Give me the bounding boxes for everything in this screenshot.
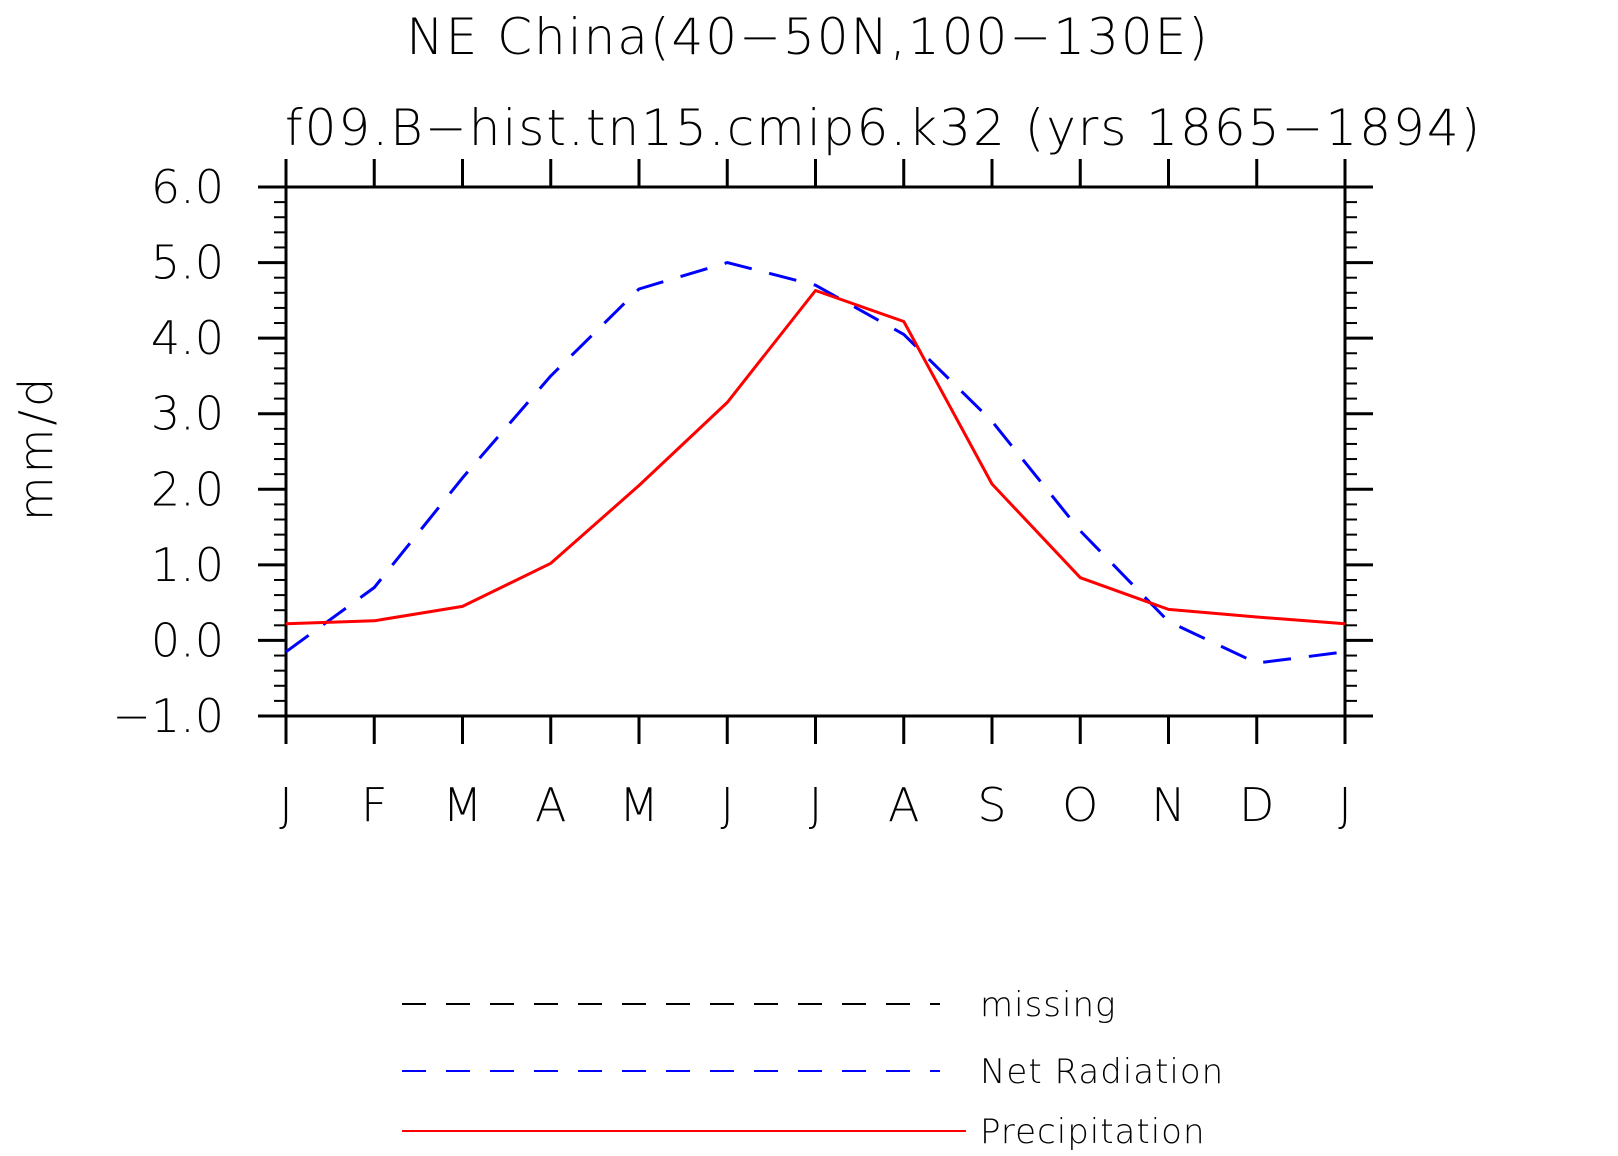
x-tick-label: J (720, 778, 734, 832)
y-tick-label: 2.0 (151, 462, 224, 516)
legend-label-precipitation: Precipitation (980, 1112, 1206, 1152)
x-tick-label: M (619, 778, 659, 832)
chart-subtitle: f09.B−hist.tn15.cmip6.k32 (yrs 1865−1894… (285, 99, 1482, 157)
x-tick-label: J (279, 778, 293, 832)
x-tick-label: F (361, 778, 387, 832)
precipitation-line (285, 289, 1346, 626)
x-tick-label: S (977, 778, 1006, 832)
x-tick-label: A (888, 778, 919, 832)
legend-label-net-radiation: Net Radiation (980, 1052, 1224, 1092)
chart-title: NE China(40−50N,100−130E) (406, 8, 1210, 66)
y-tick-label: 6.0 (151, 160, 224, 214)
y-tick-label: 4.0 (151, 311, 224, 365)
x-tick-label: J (809, 778, 823, 832)
plot-frame (284, 185, 1347, 718)
x-tick-label: A (535, 778, 566, 832)
x-tick-label: D (1239, 778, 1274, 832)
x-tick-label: O (1062, 778, 1098, 832)
y-tick-label: 1.0 (151, 538, 224, 592)
y-tick-label: 5.0 (151, 236, 224, 290)
y-tick-label: 3.0 (151, 387, 224, 441)
y-axis-label: mm/d (9, 375, 63, 521)
x-tick-label: J (1338, 778, 1352, 832)
y-tick-label: −1.0 (112, 689, 224, 743)
legend-label-missing: missing (980, 985, 1116, 1025)
x-tick-label: N (1151, 778, 1185, 832)
net-radiation-line (285, 261, 1346, 665)
y-tick-label: 0.0 (151, 613, 224, 667)
x-tick-label: M (443, 778, 483, 832)
